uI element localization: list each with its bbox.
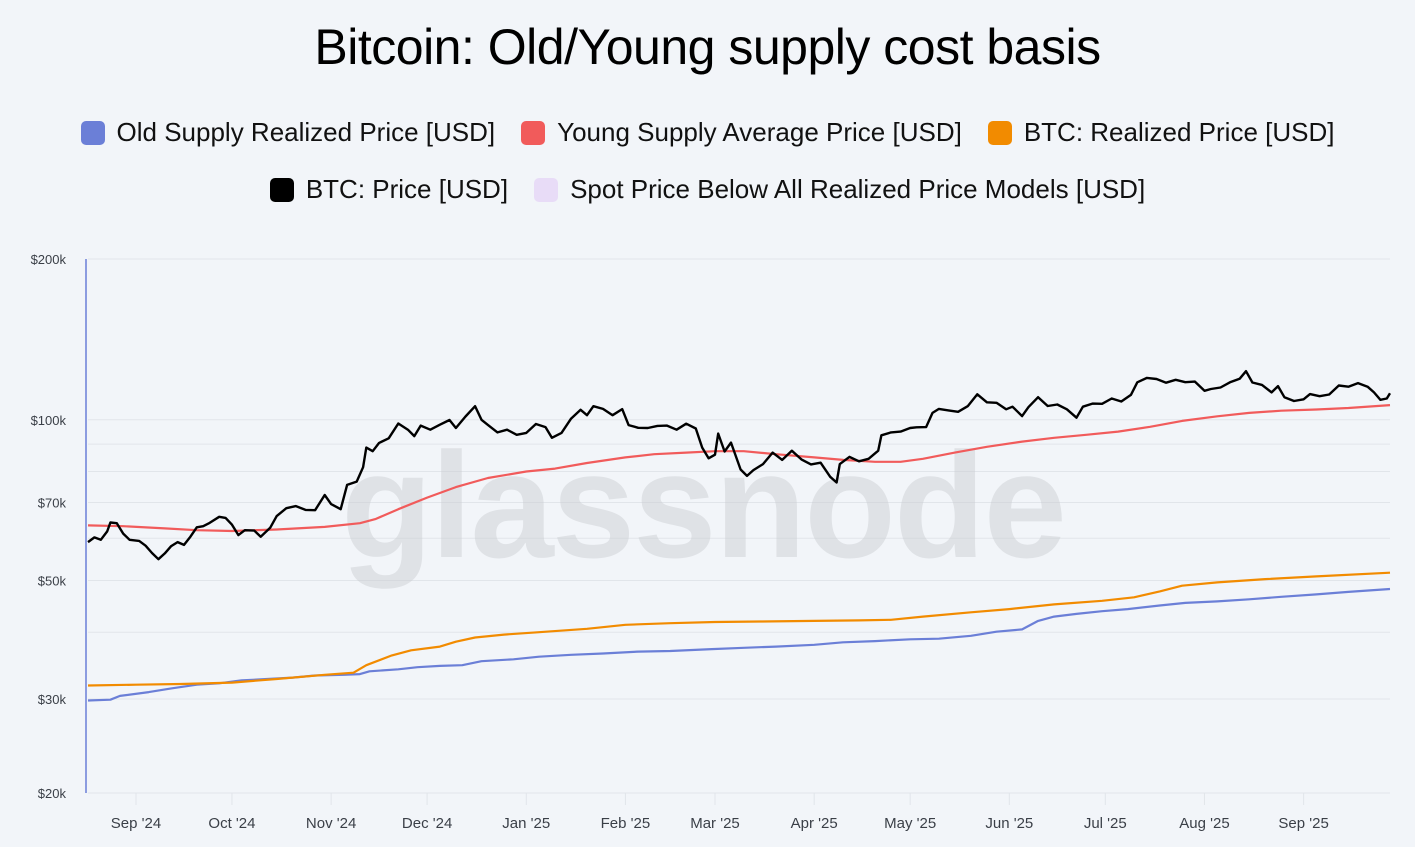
legend-label-spot-below: Spot Price Below All Realized Price Mode… xyxy=(570,174,1146,204)
x-tick-label: Jul '25 xyxy=(1084,815,1127,832)
legend-item-spot-below[interactable]: Spot Price Below All Realized Price Mode… xyxy=(534,174,1145,205)
x-tick-label: Oct '24 xyxy=(208,815,255,832)
x-tick-label: Dec '24 xyxy=(402,815,452,832)
legend-label-old-supply: Old Supply Realized Price [USD] xyxy=(116,117,496,147)
x-tick-label: Apr '25 xyxy=(791,815,838,832)
legend-item-btc-price[interactable]: BTC: Price [USD] xyxy=(269,174,509,205)
btc-price-line xyxy=(87,370,1392,561)
y-axis: $200k $100k $70k $50k $30k $20k xyxy=(31,252,67,801)
x-tick-label: Jun '25 xyxy=(985,815,1033,832)
y-tick-label: $100k xyxy=(31,413,67,428)
y-tick-label: $20k xyxy=(38,786,67,801)
legend-swatch-spot-below xyxy=(534,177,559,202)
legend-item-young-supply[interactable]: Young Supply Average Price [USD] xyxy=(521,117,962,148)
x-tick-label: Sep '25 xyxy=(1278,815,1328,832)
x-tick-label: Jan '25 xyxy=(502,815,550,832)
x-tick-label: May '25 xyxy=(884,815,936,832)
legend-row-2: BTC: Price [USD] Spot Price Below All Re… xyxy=(0,174,1415,205)
chart-title: Bitcoin: Old/Young supply cost basis xyxy=(314,19,1101,75)
y-tick-label: $50k xyxy=(38,574,67,589)
old-supply-realized-price-line xyxy=(87,587,1391,702)
x-tick-label: Sep '24 xyxy=(111,815,161,832)
y-tick-label: $200k xyxy=(31,252,67,267)
x-tick-label: Feb '25 xyxy=(601,815,651,832)
legend-swatch-young-supply xyxy=(521,120,546,145)
x-tick-label: Nov '24 xyxy=(306,815,356,832)
legend-swatch-realized-price xyxy=(987,120,1012,145)
x-axis: Sep '24 Oct '24 Nov '24 Dec '24 Jan '25 Feb '… xyxy=(111,793,1329,832)
legend-swatch-old-supply xyxy=(80,120,105,145)
y-tick-label: $30k xyxy=(38,692,67,707)
legend-swatch-btc-price xyxy=(269,177,294,202)
btc-realized-price-line xyxy=(87,571,1391,687)
x-tick-label: Aug '25 xyxy=(1179,815,1229,832)
series-lines xyxy=(87,370,1392,702)
y-tick-label: $70k xyxy=(38,495,67,510)
young-supply-average-price-line xyxy=(87,404,1391,533)
legend-label-btc-price: BTC: Price [USD] xyxy=(305,174,509,204)
legend-label-realized-price: BTC: Realized Price [USD] xyxy=(1023,117,1335,147)
watermark: glassnode xyxy=(341,421,1065,589)
legend-item-realized-price[interactable]: BTC: Realized Price [USD] xyxy=(987,117,1335,148)
legend-row-1: Old Supply Realized Price [USD] Young Su… xyxy=(0,117,1415,148)
legend-item-old-supply[interactable]: Old Supply Realized Price [USD] xyxy=(80,117,496,148)
legend-label-young-supply: Young Supply Average Price [USD] xyxy=(557,117,962,147)
grid-lines xyxy=(88,258,1390,794)
x-tick-label: Mar '25 xyxy=(690,815,740,832)
